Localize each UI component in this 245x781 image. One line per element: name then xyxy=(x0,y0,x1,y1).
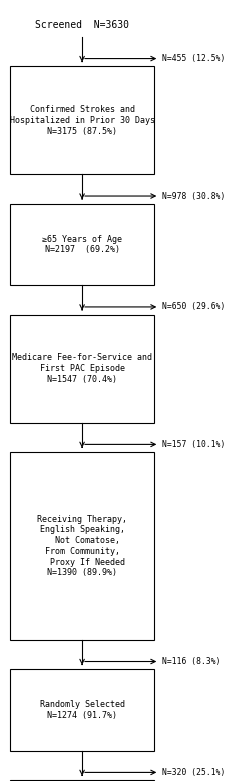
Text: Medicare Fee-for-Service and
First PAC Episode
N=1547 (70.4%): Medicare Fee-for-Service and First PAC E… xyxy=(12,353,152,384)
Text: Confirmed Strokes and
Hospitalized in Prior 30 Days
N=3175 (87.5%): Confirmed Strokes and Hospitalized in Pr… xyxy=(10,105,155,136)
Text: Randomly Selected
N=1274 (91.7%): Randomly Selected N=1274 (91.7%) xyxy=(40,700,124,720)
Text: ≥65 Years of Age
N=2197  (69.2%): ≥65 Years of Age N=2197 (69.2%) xyxy=(42,234,122,255)
Text: Screened  N=3630: Screened N=3630 xyxy=(35,20,129,30)
FancyBboxPatch shape xyxy=(10,204,154,285)
Text: N=116 (8.3%): N=116 (8.3%) xyxy=(162,657,220,666)
Text: N=320 (25.1%): N=320 (25.1%) xyxy=(162,768,225,777)
Text: N=650 (29.6%): N=650 (29.6%) xyxy=(162,302,225,312)
Text: N=157 (10.1%): N=157 (10.1%) xyxy=(162,440,225,449)
Text: N=455 (12.5%): N=455 (12.5%) xyxy=(162,54,225,63)
Text: N=978 (30.8%): N=978 (30.8%) xyxy=(162,191,225,201)
FancyBboxPatch shape xyxy=(10,315,154,423)
FancyBboxPatch shape xyxy=(10,66,154,174)
FancyBboxPatch shape xyxy=(10,669,154,751)
Text: Receiving Therapy,
English Speaking,
  Not Comatose,
From Community,
  Proxy If : Receiving Therapy, English Speaking, Not… xyxy=(37,515,127,577)
FancyBboxPatch shape xyxy=(10,452,154,640)
